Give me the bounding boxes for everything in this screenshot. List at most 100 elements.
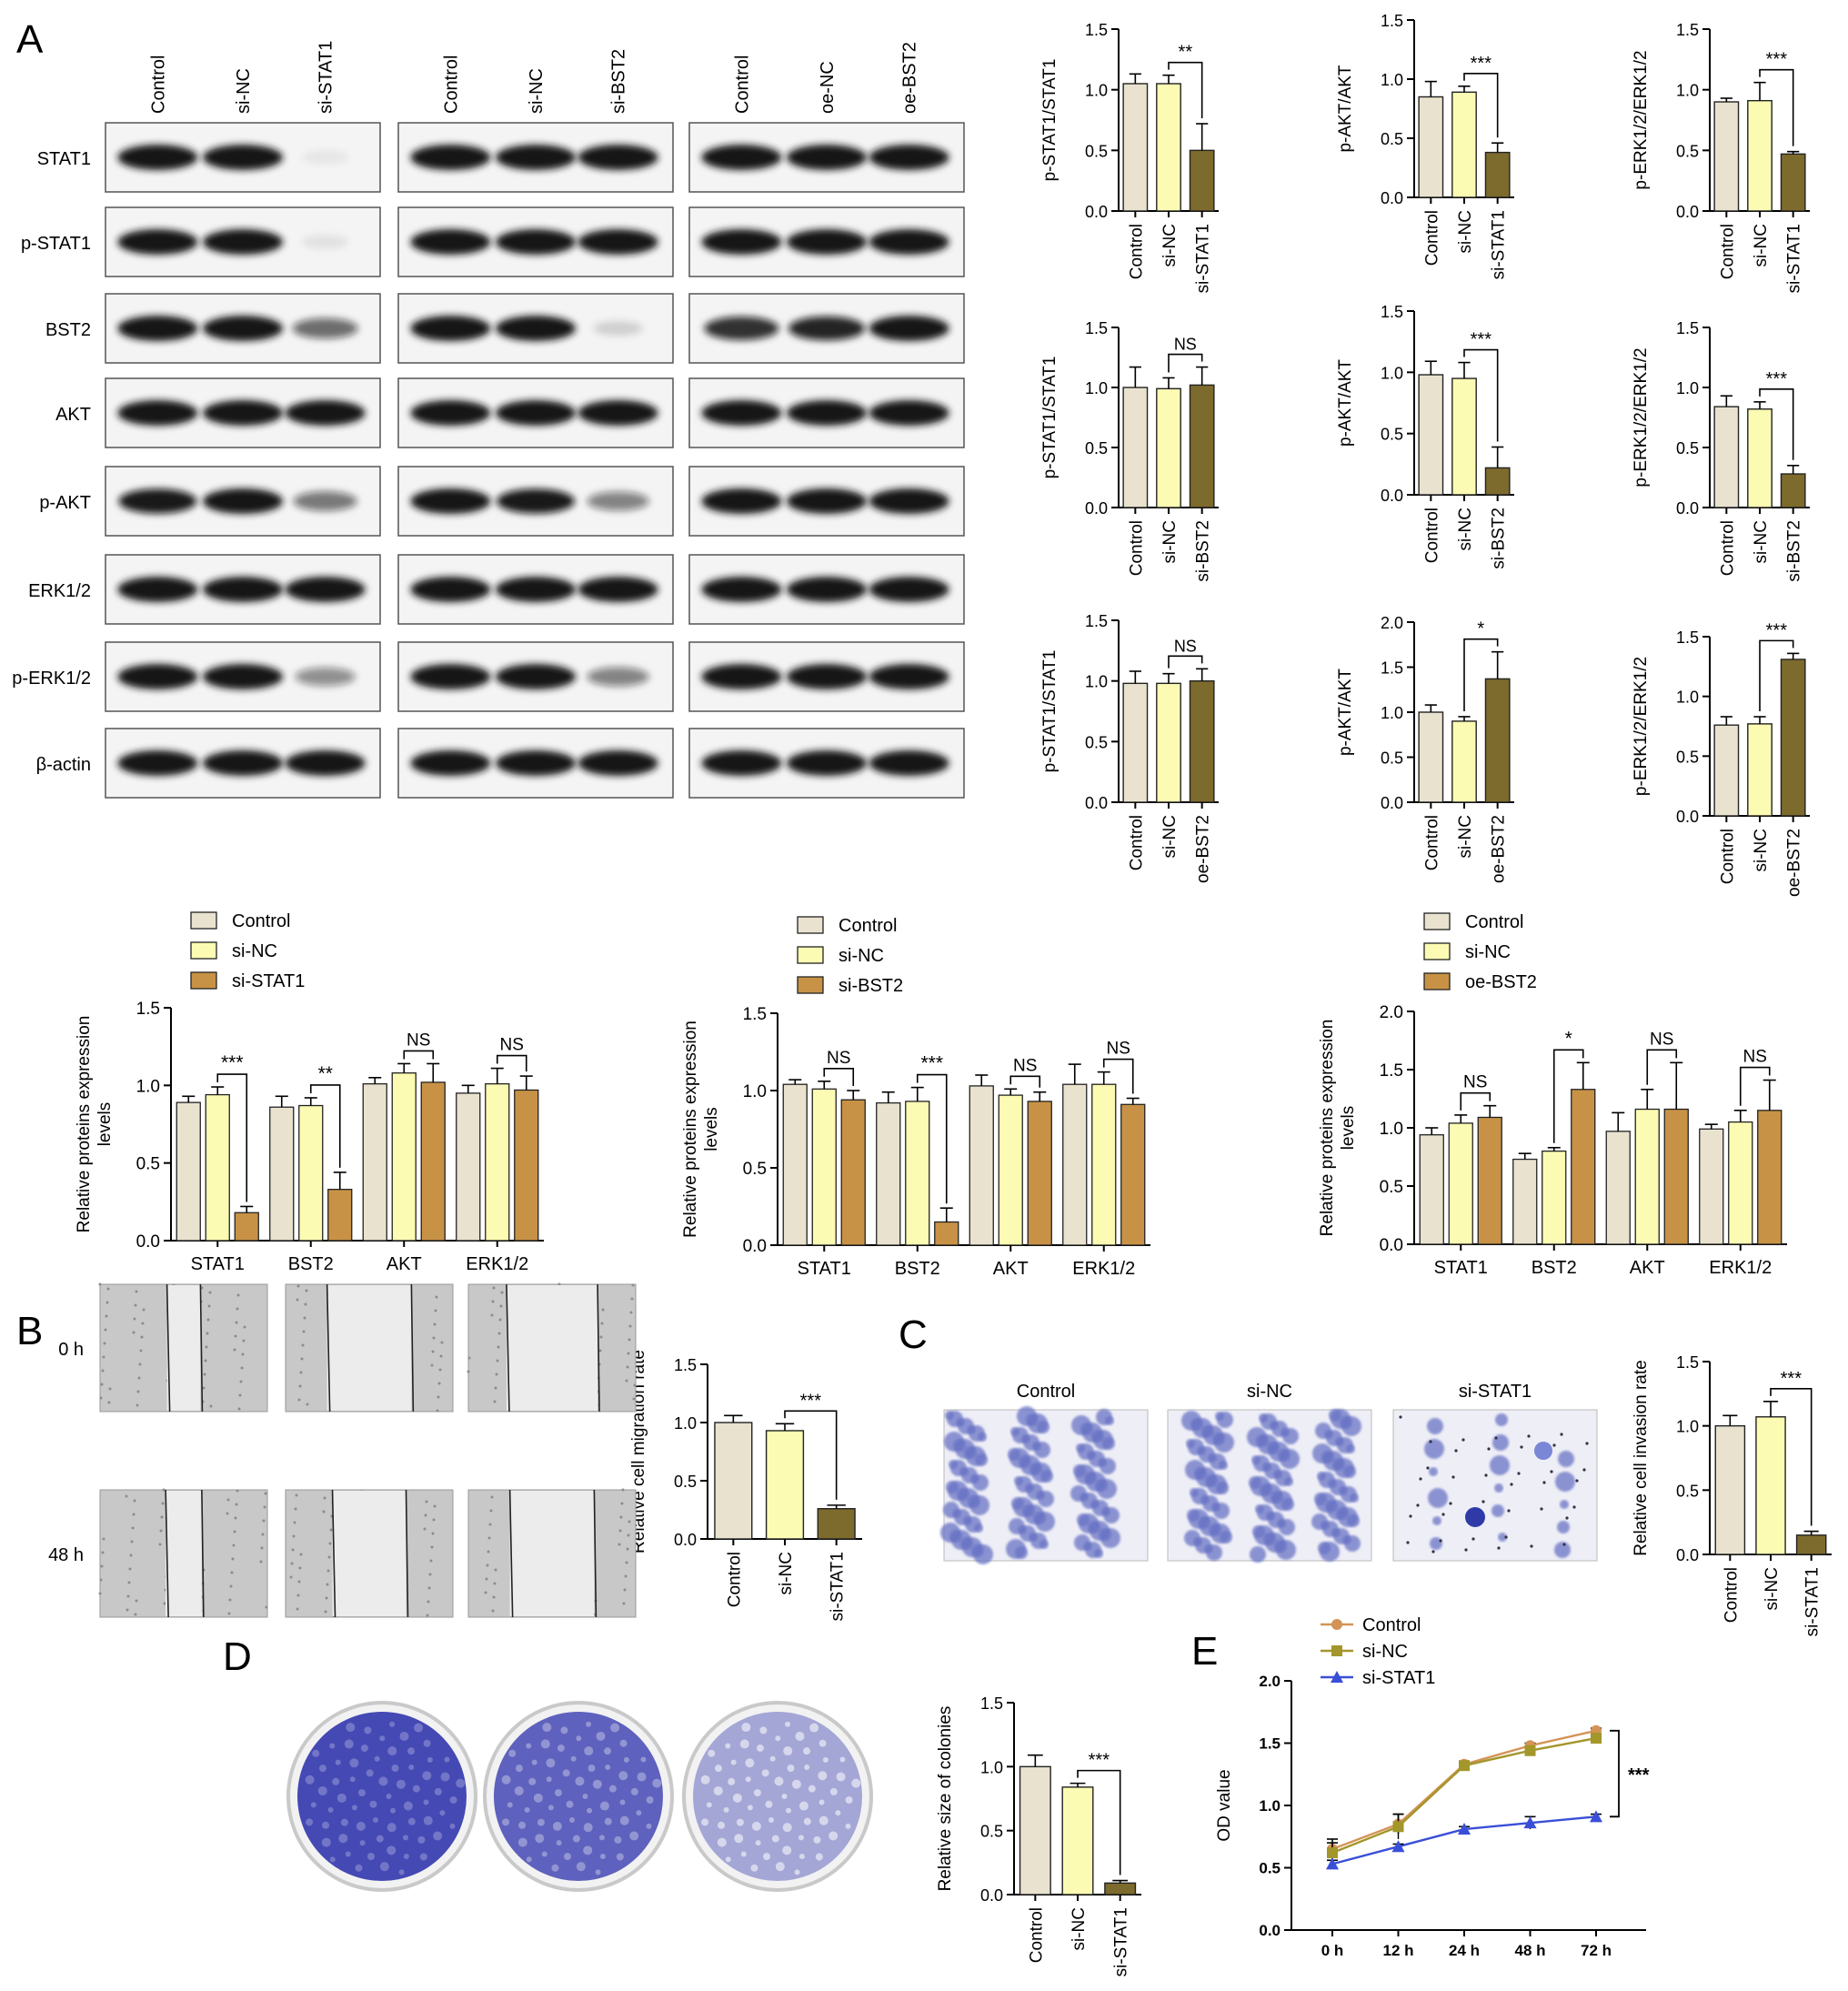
- colony-texture: [783, 1746, 793, 1756]
- significance-label: *: [1477, 619, 1484, 639]
- blot-lane-label: oe-BST2: [900, 42, 920, 114]
- pore-dot: [1464, 1548, 1468, 1552]
- colony-texture: [547, 1805, 554, 1811]
- cell-speckle: [103, 1342, 106, 1345]
- x-tick-label: si-NC: [1160, 815, 1180, 859]
- invaded-cell: [1015, 1546, 1028, 1559]
- chart-a-g2: 0.0 0.5 1.0 1.5 Relative proteins expression…: [681, 916, 1150, 1279]
- x-tick-label: si-BST2: [1194, 520, 1213, 582]
- significance-label: NS: [827, 1049, 850, 1068]
- significance-bracket: [1552, 1049, 1584, 1143]
- colony-texture: [528, 1777, 537, 1785]
- legend-label: Control: [839, 916, 897, 936]
- cell-speckle: [101, 1551, 105, 1554]
- colony-texture: [759, 1726, 768, 1735]
- cell-speckle: [208, 1291, 212, 1294]
- cell-speckle: [159, 1529, 163, 1533]
- invaded-cell: [1105, 1416, 1114, 1425]
- colony-texture: [403, 1853, 409, 1859]
- cell-speckle: [557, 1282, 561, 1286]
- bar: [1120, 1103, 1146, 1246]
- x-tick-label: ERK1/2: [1709, 1258, 1772, 1278]
- cell-speckle: [130, 1540, 134, 1544]
- point-square: [1459, 1760, 1470, 1772]
- colony-texture: [542, 1723, 552, 1733]
- cell-speckle: [299, 1553, 303, 1556]
- y-tick-label: 1.0: [743, 1082, 767, 1101]
- blot-lane-label: Control: [441, 55, 461, 114]
- blot-band: [869, 145, 949, 170]
- colony-texture: [753, 1789, 761, 1797]
- blot-band: [285, 750, 366, 776]
- blot-lane-label: Control: [148, 55, 168, 114]
- bar: [1091, 1083, 1117, 1246]
- cell-speckle: [231, 1557, 235, 1561]
- blot-row-label: AKT: [55, 405, 91, 425]
- pore-dot: [1520, 1445, 1523, 1449]
- blot-band: [118, 488, 197, 514]
- colony-texture: [321, 1837, 331, 1847]
- chart-a-r1c1: 0.0 0.5 1.0 1.5 p-STAT1/STAT1 Control si-NC si-…: [1040, 21, 1219, 293]
- invaded-cell: [1214, 1433, 1234, 1453]
- cell-speckle: [291, 1548, 295, 1552]
- invaded-cell: [1557, 1521, 1570, 1533]
- invaded-cell: [1341, 1416, 1361, 1436]
- blot-band: [787, 229, 867, 255]
- cell-speckle: [624, 1574, 628, 1578]
- cell-speckle: [492, 1286, 496, 1290]
- colony-texture: [730, 1759, 737, 1765]
- pore-dot: [1560, 1433, 1563, 1436]
- colony-texture: [713, 1785, 723, 1795]
- y-tick-label: 1.0: [1085, 379, 1108, 397]
- wound-edge-line: [165, 1489, 169, 1618]
- panel-letter-e: E: [1191, 1629, 1218, 1674]
- bar: [1728, 1121, 1753, 1245]
- invaded-cell: [1100, 1528, 1120, 1548]
- cell-speckle: [290, 1562, 294, 1565]
- bar: [1122, 682, 1149, 803]
- y-tick-label: 1.0: [1381, 71, 1403, 89]
- x-tick-label: AKT: [993, 1259, 1029, 1279]
- cell-speckle: [498, 1318, 502, 1322]
- cell-speckle: [484, 1591, 487, 1594]
- bar: [1747, 408, 1773, 508]
- colony-texture: [791, 1779, 801, 1789]
- colony-texture: [576, 1862, 586, 1872]
- wound-edge-line: [593, 1489, 598, 1618]
- cell-speckle: [141, 1322, 145, 1325]
- colony-texture: [387, 1823, 397, 1833]
- x-tick-label: oe-BST2: [1194, 815, 1213, 883]
- cell-speckle: [296, 1284, 300, 1288]
- blot-band: [203, 145, 283, 170]
- invaded-cell: [1320, 1542, 1340, 1562]
- cell-speckle: [428, 1573, 432, 1576]
- cell-speckle: [494, 1386, 497, 1390]
- y-tick-label: 0.0: [1676, 203, 1699, 221]
- invaded-cell: [1427, 1418, 1443, 1434]
- cell-speckle: [618, 1529, 622, 1533]
- chart-a-r1c2: 0.0 0.5 1.0 1.5 p-AKT/AKT Control si-NC si-STAT…: [1336, 12, 1514, 279]
- bar: [1418, 711, 1444, 803]
- y-tick-label: 0.0: [1381, 189, 1403, 207]
- colony-texture: [595, 1869, 601, 1875]
- colony-texture: [336, 1793, 346, 1803]
- significance-bracket: [1646, 1049, 1678, 1085]
- colony-texture: [329, 1856, 336, 1863]
- y-tick-label: 0.0: [1676, 1546, 1699, 1564]
- cell-speckle: [289, 1575, 293, 1579]
- point-triangle: [1590, 1810, 1602, 1823]
- cell-speckle: [467, 1356, 471, 1360]
- blot-band: [410, 145, 491, 170]
- y-tick-label: 1.5: [1676, 628, 1699, 647]
- colony-texture: [423, 1799, 429, 1805]
- cell-speckle: [202, 1386, 206, 1390]
- y-tick-label: 2.0: [1380, 1003, 1403, 1022]
- invaded-cell: [1282, 1428, 1299, 1444]
- colony-texture: [845, 1796, 853, 1805]
- x-tick-label: Control: [1422, 815, 1441, 870]
- y-tick-label: 0.0: [1676, 499, 1699, 518]
- pore-dot: [1510, 1483, 1513, 1486]
- colony-texture: [819, 1815, 829, 1825]
- invasion-condition-label: si-STAT1: [1459, 1382, 1532, 1402]
